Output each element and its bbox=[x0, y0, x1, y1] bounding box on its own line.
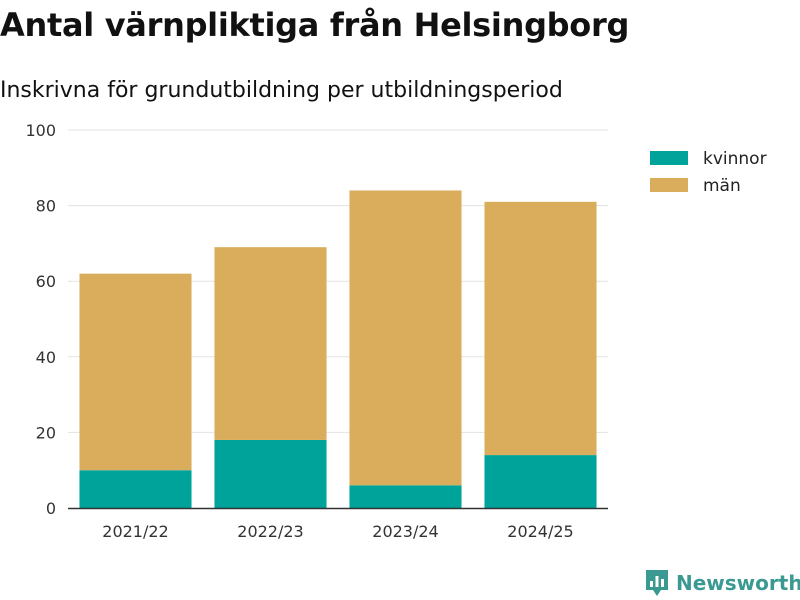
bar-män-2023-24 bbox=[349, 190, 462, 486]
legend-label-kvinnor: kvinnor bbox=[703, 149, 767, 169]
chart-title: Antal värnpliktiga från Helsingborg bbox=[0, 6, 630, 44]
y-tick-label: 80 bbox=[36, 197, 56, 216]
x-tick-label: 2023/24 bbox=[372, 522, 438, 541]
y-tick-label: 100 bbox=[25, 121, 56, 140]
y-tick-label: 40 bbox=[36, 348, 56, 367]
y-tick-label: 20 bbox=[36, 423, 56, 442]
bar-kvinnor-2023-24 bbox=[349, 485, 462, 508]
x-tick-label: 2022/23 bbox=[237, 522, 303, 541]
legend-swatch-kvinnor bbox=[650, 151, 688, 165]
bar-män-2024-25 bbox=[484, 201, 597, 456]
legend-swatch-män bbox=[650, 178, 688, 192]
y-tick-label: 0 bbox=[46, 499, 56, 518]
bar-män-2022-23 bbox=[214, 247, 327, 440]
legend-label-män: män bbox=[703, 176, 741, 196]
x-tick-label: 2021/22 bbox=[102, 522, 168, 541]
bar-män-2021-22 bbox=[79, 273, 192, 471]
newsworthy-logo-icon bbox=[646, 570, 668, 596]
bar-kvinnor-2022-23 bbox=[214, 439, 327, 508]
newsworthy-logo-text: Newsworthy bbox=[676, 571, 800, 595]
x-tick-label: 2024/25 bbox=[507, 522, 573, 541]
bar-kvinnor-2021-22 bbox=[79, 470, 192, 508]
chart-subtitle: Inskrivna för grundutbildning per utbild… bbox=[0, 78, 563, 103]
newsworthy-logo: Newsworthy bbox=[644, 568, 800, 598]
bar-kvinnor-2024-25 bbox=[484, 455, 597, 508]
y-tick-label: 60 bbox=[36, 272, 56, 291]
